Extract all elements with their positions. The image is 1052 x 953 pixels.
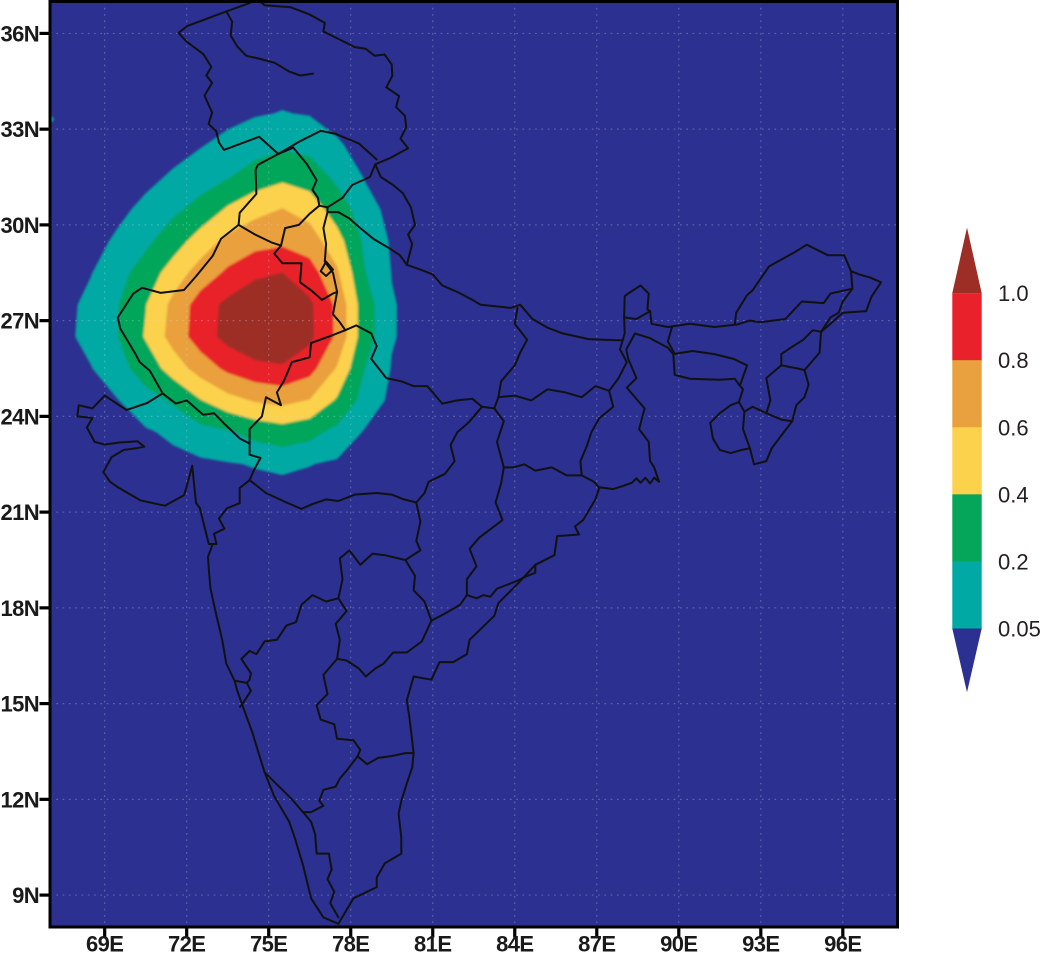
colorbar-arrow-bottom [952,628,982,693]
map-layer [76,1,883,925]
colorbar-segment [952,293,982,361]
state-border [765,364,783,415]
state-border [301,811,340,919]
y-tick-label: 36N [0,21,39,46]
colorbar-arrow-top [952,227,982,294]
colorbar-label: 1.0 [998,281,1029,306]
state-border [248,442,262,482]
y-tick-label: 21N [0,500,39,525]
state-border [248,479,418,510]
state-border [820,287,854,333]
india-outline [76,1,883,925]
colorbar-label: 0.05 [998,617,1041,642]
state-border [430,594,468,622]
state-border [315,657,362,758]
state-border [623,310,652,320]
x-tick-label: 87E [578,932,615,953]
state-border [273,244,339,301]
state-border [332,290,347,332]
state-border [344,324,483,408]
state-border [356,752,415,766]
x-tick-label: 93E [742,932,779,953]
y-tick-label: 24N [0,404,39,429]
state-border [765,412,794,423]
state-border [404,501,422,561]
y-tick-label: 12N [0,787,39,812]
colorbar-label: 0.6 [998,415,1029,440]
state-border [225,10,314,77]
x-tick-label: 96E [824,932,861,953]
state-border [263,771,304,814]
y-tick-label: 18N [0,596,39,621]
state-border [237,223,282,247]
state-border [301,755,359,814]
colorbar-segment [952,561,982,629]
colorbar-segment [952,360,982,428]
state-border [415,405,483,504]
state-border [404,559,433,622]
state-border [277,129,378,161]
plot-background [50,1,898,927]
plot-area [50,1,898,927]
state-border [672,350,749,386]
state-border [334,597,348,660]
x-tick-label: 75E [250,932,287,953]
state-border [318,204,329,209]
state-border [280,204,321,247]
state-border [780,364,806,372]
plot-frame [48,0,899,929]
x-tick-label: 78E [332,932,369,953]
state-border [608,339,628,392]
state-border [580,474,601,490]
axis-layer: 36N 33N 30N 27N 24N 21N 18N 15N 12N 9N 69E 72E 75E 78… [0,0,899,953]
state-border [497,306,529,399]
y-tick-label: 15N [0,692,39,717]
y-tick-label: 30N [0,213,39,238]
y-tick-label: 27N [0,309,39,334]
state-border [737,401,751,450]
x-tick-label: 81E [414,932,451,953]
state-border [292,146,321,207]
state-border [780,329,822,367]
x-tick-label: 84E [496,932,533,953]
state-border [579,389,615,477]
state-border [319,260,334,277]
state-border [277,146,295,155]
contour-band-1 [216,272,315,365]
colorbar-label: 0.2 [998,549,1029,574]
state-border [248,329,347,445]
state-border [465,466,505,597]
state-border [161,392,251,445]
colorbar-segment [952,494,982,562]
state-border [239,681,252,708]
state-border [493,407,505,469]
x-tick-label: 72E [168,932,205,953]
state-border [502,463,583,477]
state-border [337,211,408,266]
state-border [240,594,340,684]
colorbar-label: 0.4 [998,482,1029,507]
state-border [336,619,433,678]
colorbar-segment [952,427,982,495]
state-border [735,270,854,326]
y-tick-label: 9N [12,883,39,908]
state-border [326,163,377,209]
x-tick-label: 90E [660,932,697,953]
state-border [743,405,768,415]
colorbar-label: 0.8 [998,348,1029,373]
state-border [465,563,537,600]
state-border [211,479,251,545]
state-border [497,385,611,402]
x-tick-label: 69E [86,932,123,953]
state-border [233,679,248,684]
y-tick-label: 33N [0,117,39,142]
state-border [666,326,676,356]
colorbar: 1.0 0.8 0.6 0.4 0.2 0.05 [952,227,1041,693]
state-border [337,549,407,600]
